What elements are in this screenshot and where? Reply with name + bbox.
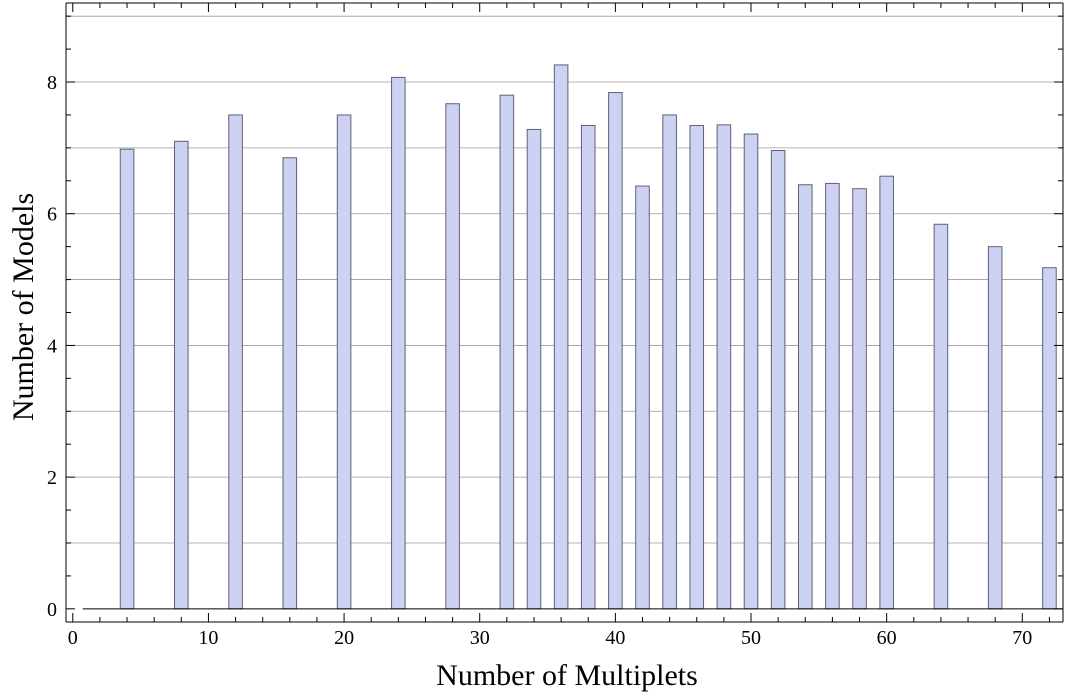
bar: [743, 133, 759, 610]
bar: [852, 188, 867, 610]
bar: [119, 148, 135, 610]
bar: [391, 76, 406, 610]
bar: [662, 114, 677, 610]
y-tick-label: 2: [47, 467, 57, 489]
x-tick-label: 10: [198, 627, 218, 649]
x-axis-title: Number of Multiplets: [436, 659, 698, 692]
ticks: 0 10 20 30 40 50 60 70 0 2 4 6 8: [47, 3, 1063, 649]
bar: [526, 128, 542, 610]
y-axis-title: Number of Models: [7, 193, 40, 421]
y-tick-label: 6: [47, 204, 57, 226]
x-tick-label: 60: [877, 627, 897, 649]
bar: [770, 150, 786, 610]
bar: [499, 94, 515, 610]
bar: [336, 114, 352, 610]
y-tick-label: 0: [47, 599, 57, 621]
x-tick-label: 30: [470, 627, 490, 649]
x-tick-label: 0: [68, 627, 78, 649]
bar: [797, 184, 813, 610]
bar: [282, 157, 298, 610]
axes: [65, 2, 1064, 623]
bar: [933, 223, 949, 610]
bar: [879, 175, 894, 610]
bars: [119, 64, 1057, 610]
bar: [716, 124, 732, 610]
bar: [635, 185, 650, 610]
bar: [987, 246, 1003, 610]
x-tick-label: 40: [605, 627, 625, 649]
bar: [228, 114, 243, 610]
x-tick-label: 20: [334, 627, 354, 649]
bar: [608, 92, 623, 610]
y-tick-label: 8: [47, 72, 57, 94]
y-tick-label: 4: [47, 335, 57, 357]
bar: [1042, 267, 1057, 610]
x-tick-label: 50: [741, 627, 761, 649]
bar: [825, 182, 840, 610]
bar: [580, 124, 596, 610]
bar: [445, 103, 460, 610]
bar: [174, 140, 189, 610]
bar: [553, 64, 569, 610]
bar: [689, 124, 705, 610]
x-tick-label: 70: [1012, 627, 1032, 649]
